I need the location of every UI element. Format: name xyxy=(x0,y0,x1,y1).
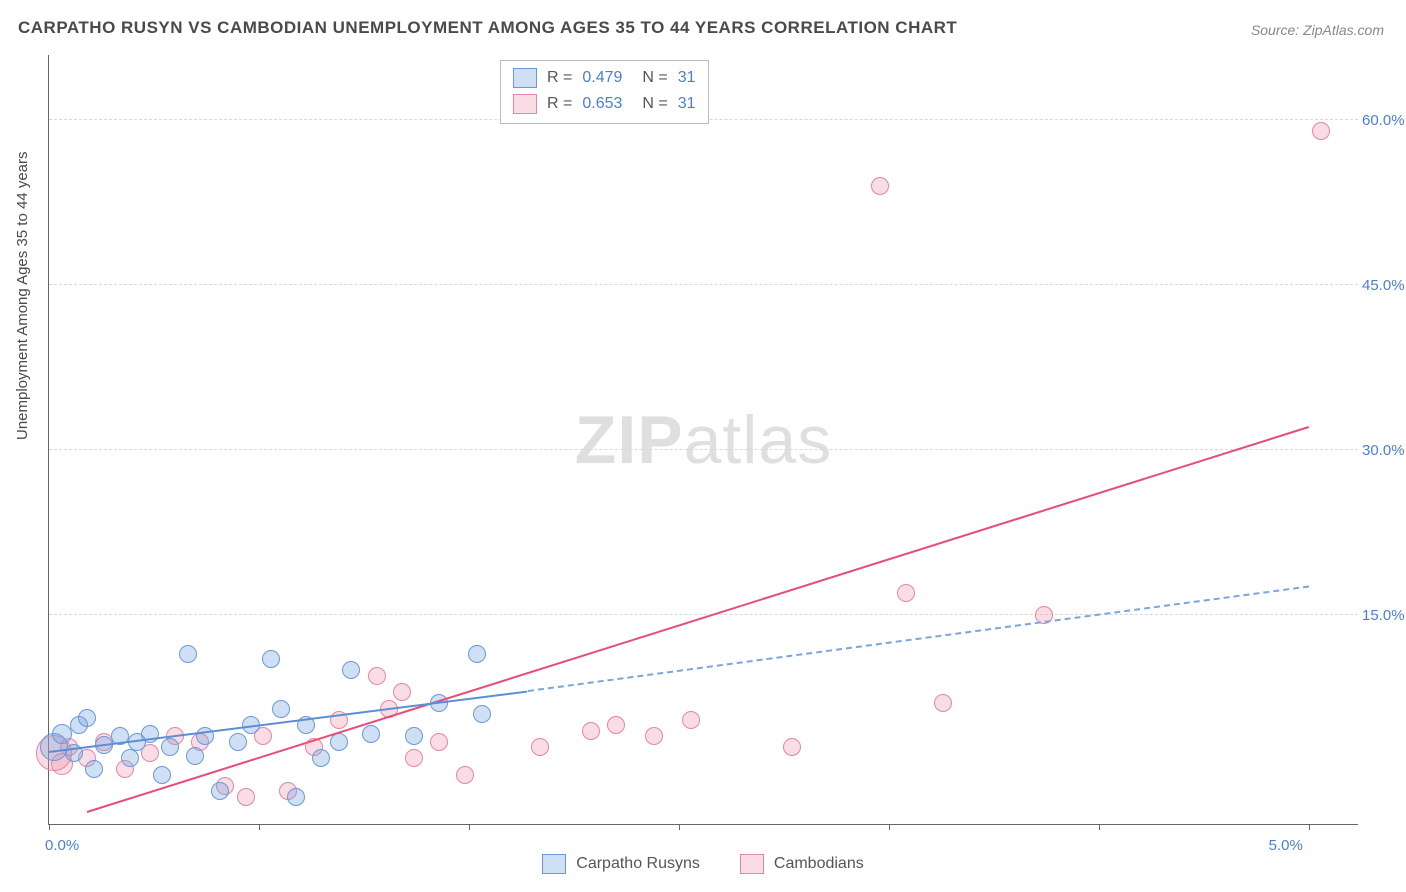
data-point xyxy=(405,727,423,745)
trend-line xyxy=(49,690,528,752)
gridline xyxy=(49,614,1358,615)
data-point xyxy=(393,683,411,701)
data-point xyxy=(456,766,474,784)
data-point xyxy=(179,645,197,663)
gridline xyxy=(49,284,1358,285)
data-point xyxy=(430,733,448,751)
x-tick-mark xyxy=(469,824,470,830)
data-point xyxy=(121,749,139,767)
data-point xyxy=(607,716,625,734)
n-label: N = xyxy=(642,65,667,91)
data-point xyxy=(186,747,204,765)
trend-line xyxy=(86,426,1308,813)
x-tick-label: 5.0% xyxy=(1269,837,1303,854)
data-point xyxy=(362,725,380,743)
gridline xyxy=(49,449,1358,450)
data-point xyxy=(272,700,290,718)
data-point xyxy=(682,711,700,729)
series-swatch xyxy=(513,94,537,114)
x-tick-label: 0.0% xyxy=(45,837,79,854)
data-point xyxy=(645,727,663,745)
data-point xyxy=(368,667,386,685)
r-label: R = xyxy=(547,91,572,117)
data-point xyxy=(153,766,171,784)
data-point xyxy=(871,177,889,195)
data-point xyxy=(161,738,179,756)
chart-title: CARPATHO RUSYN VS CAMBODIAN UNEMPLOYMENT… xyxy=(18,18,957,38)
n-label: N = xyxy=(642,91,667,117)
r-value: 0.479 xyxy=(582,65,622,91)
data-point xyxy=(85,760,103,778)
data-point xyxy=(934,694,952,712)
series-swatch xyxy=(513,68,537,88)
n-value: 31 xyxy=(678,65,696,91)
data-point xyxy=(229,733,247,751)
legend-item: Cambodians xyxy=(740,854,864,874)
legend-label: Cambodians xyxy=(774,855,864,873)
data-point xyxy=(783,738,801,756)
stats-row: R = 0.653 N = 31 xyxy=(513,91,696,117)
x-tick-mark xyxy=(259,824,260,830)
data-point xyxy=(237,788,255,806)
x-tick-mark xyxy=(889,824,890,830)
trend-line-dashed xyxy=(528,586,1309,692)
data-point xyxy=(262,650,280,668)
y-tick-label: 60.0% xyxy=(1362,112,1406,129)
data-point xyxy=(897,584,915,602)
series-swatch xyxy=(740,854,764,874)
series-swatch xyxy=(542,854,566,874)
data-point xyxy=(473,705,491,723)
x-tick-mark xyxy=(679,824,680,830)
r-label: R = xyxy=(547,65,572,91)
data-point xyxy=(468,645,486,663)
data-point xyxy=(287,788,305,806)
x-tick-mark xyxy=(1309,824,1310,830)
watermark-bold: ZIP xyxy=(575,402,684,478)
y-tick-label: 15.0% xyxy=(1362,607,1406,624)
data-point xyxy=(531,738,549,756)
source-label: Source: ZipAtlas.com xyxy=(1251,22,1384,38)
watermark: ZIPatlas xyxy=(575,401,832,479)
r-value: 0.653 xyxy=(582,91,622,117)
data-point xyxy=(582,722,600,740)
plot-area: ZIPatlas 15.0%30.0%45.0%60.0%0.0%5.0% xyxy=(48,55,1358,825)
y-tick-label: 30.0% xyxy=(1362,442,1406,459)
data-point xyxy=(312,749,330,767)
data-point xyxy=(405,749,423,767)
bottom-legend: Carpatho Rusyns Cambodians xyxy=(0,854,1406,874)
y-tick-label: 45.0% xyxy=(1362,277,1406,294)
y-axis-label: Unemployment Among Ages 35 to 44 years xyxy=(14,151,31,440)
x-tick-mark xyxy=(49,824,50,830)
stats-legend-box: R = 0.479 N = 31 R = 0.653 N = 31 xyxy=(500,60,709,124)
data-point xyxy=(342,661,360,679)
legend-item: Carpatho Rusyns xyxy=(542,854,700,874)
stats-row: R = 0.479 N = 31 xyxy=(513,65,696,91)
watermark-light: atlas xyxy=(684,402,833,478)
data-point xyxy=(211,782,229,800)
data-point xyxy=(52,724,72,744)
legend-label: Carpatho Rusyns xyxy=(576,855,700,873)
data-point xyxy=(1312,122,1330,140)
n-value: 31 xyxy=(678,91,696,117)
x-tick-mark xyxy=(1099,824,1100,830)
data-point xyxy=(78,709,96,727)
